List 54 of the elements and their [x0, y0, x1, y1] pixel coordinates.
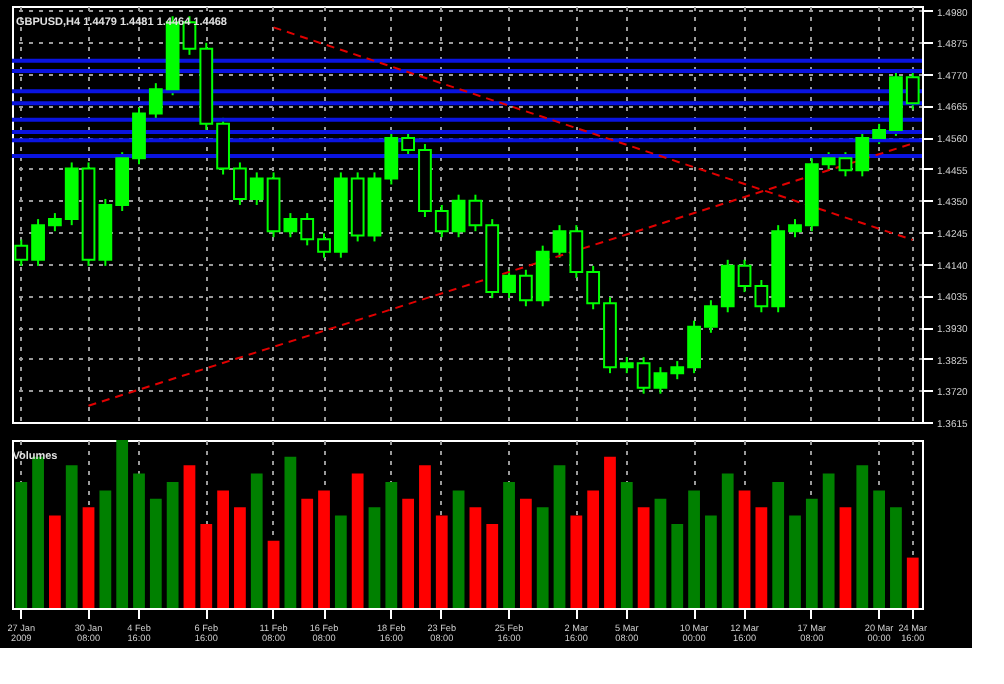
bar	[32, 456, 44, 608]
bar	[99, 490, 112, 608]
bar	[873, 490, 885, 608]
bar	[570, 515, 583, 608]
bar	[217, 490, 229, 608]
bar	[368, 507, 381, 608]
bar	[772, 482, 785, 608]
bar	[149, 498, 162, 608]
bar	[805, 498, 818, 608]
bar	[200, 524, 213, 608]
bar	[385, 482, 398, 608]
bar	[856, 465, 869, 608]
bar	[234, 507, 246, 608]
bar	[351, 473, 364, 608]
bar	[301, 498, 314, 608]
bar	[519, 498, 532, 608]
bar	[419, 465, 431, 608]
bar	[705, 515, 717, 608]
bar	[116, 440, 129, 608]
bar	[536, 507, 549, 608]
bar	[49, 515, 61, 608]
bar	[486, 524, 499, 608]
bar	[284, 456, 297, 608]
bar	[452, 490, 465, 608]
bar	[839, 507, 852, 608]
bar	[250, 473, 263, 608]
bar	[620, 482, 633, 608]
bar	[82, 507, 95, 608]
bar	[553, 465, 566, 608]
bar	[738, 490, 751, 608]
bar	[133, 473, 145, 608]
bar	[906, 557, 919, 608]
bar	[637, 507, 650, 608]
bar	[671, 524, 684, 608]
bar	[721, 473, 734, 608]
bar	[15, 482, 28, 608]
bar	[890, 507, 902, 608]
bar	[267, 540, 280, 608]
bar	[822, 473, 835, 608]
bar	[469, 507, 482, 608]
bar	[604, 456, 616, 608]
bar	[166, 482, 179, 608]
bar	[402, 498, 415, 608]
bar	[654, 498, 667, 608]
bar	[503, 482, 515, 608]
bar	[688, 490, 700, 608]
bar	[334, 515, 347, 608]
bar	[789, 515, 801, 608]
bar	[318, 490, 330, 608]
bar	[65, 465, 78, 608]
bar	[587, 490, 600, 608]
bar	[435, 515, 448, 608]
bar	[183, 465, 196, 608]
bar	[755, 507, 768, 608]
